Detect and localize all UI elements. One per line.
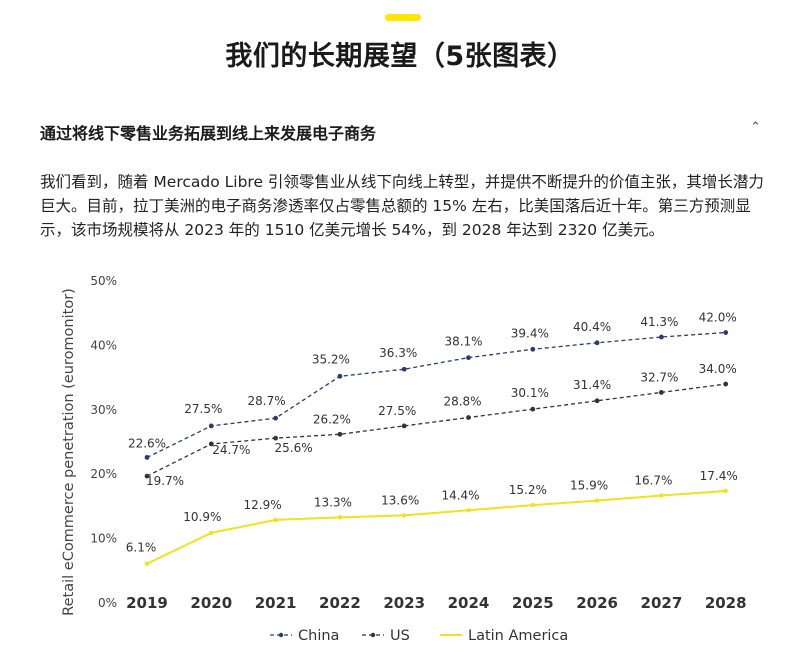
data-label: 42.0% [699,311,737,325]
data-label: 26.2% [313,412,351,426]
data-point [466,415,471,420]
data-point [466,355,471,361]
x-tick-label: 2024 [448,594,490,612]
y-tick-label: 50% [90,274,117,288]
data-label: 28.7% [248,394,286,408]
y-tick-label: 20% [90,467,117,481]
data-label: 6.1% [126,541,157,555]
data-label: 17.4% [700,469,738,483]
line-chart: 0% 10% 20% 30% 40% 50% Retail eCommerce penetr… [61,274,747,644]
data-point [530,406,536,412]
data-point [144,455,150,460]
data-point [723,330,729,335]
data-label: 31.4% [573,378,611,392]
data-label: 35.2% [312,352,350,366]
data-point [723,488,728,494]
data-label: 22.6% [128,436,166,450]
data-label: 14.4% [441,488,479,502]
y-tick-label: 30% [90,403,117,417]
data-point [144,561,150,566]
legend-label: China [298,628,339,644]
data-label: 15.9% [570,479,608,493]
x-tick-label: 2025 [512,594,554,612]
data-point [659,493,664,498]
y-tick-label: 10% [90,532,117,546]
data-label: 13.3% [314,495,352,509]
data-label: 19.7% [146,474,184,488]
data-label: 36.3% [379,346,417,360]
data-label: 24.7% [212,443,250,457]
series-line-china [146,331,726,459]
data-label: 41.3% [640,315,678,329]
data-point [594,498,600,503]
data-point [723,381,729,387]
data-point [209,530,214,536]
data-point [273,517,278,523]
data-point [273,415,278,421]
data-label: 30.1% [511,386,549,400]
legend-label: Latin America [468,628,568,644]
data-point [337,515,343,520]
data-label: 39.4% [511,326,549,340]
legend-marker [278,632,284,638]
data-point [208,423,214,429]
x-tick-label: 2019 [126,594,168,612]
y-tick-label: 0% [98,596,117,610]
data-point [659,334,664,340]
x-tick-label: 2023 [383,594,425,612]
x-tick-label: 2028 [705,594,747,612]
data-label: 10.9% [183,510,221,524]
data-point [466,508,471,513]
data-point [337,373,343,379]
x-tick-label: 2027 [641,594,683,612]
data-point [530,502,535,508]
data-label: 27.5% [378,404,416,418]
y-axis-title: Retail eCommerce penetration (euromonito… [61,288,77,616]
x-tick-label: 2022 [319,594,361,612]
accent-bar [385,14,421,21]
accordion-header[interactable]: 通过将线下零售业务拓展到线上来发展电子商务 ⌃ [40,112,765,152]
data-point [530,346,536,352]
data-label: 27.5% [184,402,222,416]
data-label: 13.6% [381,493,419,507]
data-point [337,431,343,437]
data-label: 12.9% [244,498,282,512]
data-point [594,398,600,404]
data-label: 38.1% [444,335,482,349]
intro-paragraph: 我们看到，随着 Mercado Libre 引领零售业从线下向线上转型，并提供不… [40,173,764,239]
x-tick-label: 2026 [576,594,618,612]
chevron-up-icon[interactable]: ⌃ [750,120,761,135]
data-label: 32.7% [640,370,678,384]
x-tick-label: 2021 [255,594,297,612]
data-label: 40.4% [573,320,611,334]
data-point [401,423,407,429]
x-tick-label: 2020 [190,594,232,612]
data-point [659,390,664,395]
data-point [208,441,214,447]
legend-label: US [390,628,410,644]
data-point [594,340,600,346]
data-label: 25.6% [275,441,313,455]
data-label: 16.7% [634,473,672,487]
y-tick-label: 40% [90,338,117,352]
data-point [401,366,407,372]
data-label: 28.8% [443,395,481,409]
data-point [144,473,150,479]
legend-marker [370,632,376,638]
data-label: 15.2% [509,483,547,497]
data-point [273,435,278,441]
page-title: 我们的长期展望（5张图表） [225,41,575,72]
series-line-latin-america [146,489,726,565]
data-point [402,513,407,518]
series-line-us [146,383,726,477]
accordion-title: 通过将线下零售业务拓展到线上来发展电子商务 [40,124,377,143]
data-label: 34.0% [699,362,737,376]
